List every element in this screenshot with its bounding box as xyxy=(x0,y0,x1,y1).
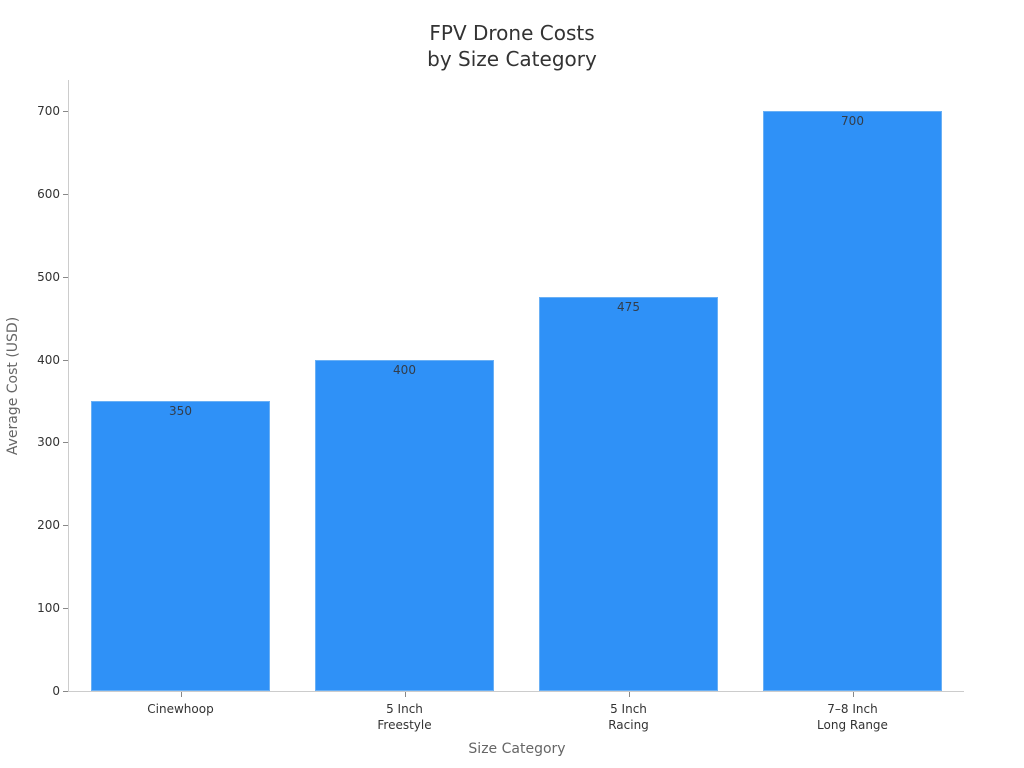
chart-title-line-2: by Size Category xyxy=(427,47,597,71)
x-tick-mark xyxy=(628,692,630,697)
y-tick-label: 0 xyxy=(52,684,60,698)
bar: 350 xyxy=(91,401,270,691)
bar-value-label: 700 xyxy=(841,114,864,128)
bar: 400 xyxy=(315,359,494,691)
y-tick-label: 300 xyxy=(37,435,60,450)
y-tick: 300 xyxy=(0,435,68,449)
x-tick-label-line: 5 Inch xyxy=(610,702,647,716)
x-tick-mark xyxy=(852,692,854,697)
bar: 475 xyxy=(539,297,718,691)
x-axis-label: Size Category xyxy=(468,741,566,757)
y-tick-mark xyxy=(63,193,68,195)
x-tick-mark xyxy=(180,692,182,697)
y-tick: 700 xyxy=(0,104,68,118)
x-tick-label-line: Long Range xyxy=(817,718,888,732)
y-tick: 600 xyxy=(0,187,68,201)
y-tick: 400 xyxy=(0,353,68,367)
y-axis-line xyxy=(68,80,69,692)
y-tick-label: 500 xyxy=(37,269,60,284)
bar-value-label: 475 xyxy=(617,300,640,315)
x-tick-label-line: 7–8 Inch xyxy=(827,702,878,716)
x-tick-label: 7–8 Inch Long Range xyxy=(753,701,953,733)
y-tick-mark xyxy=(63,276,68,278)
y-tick-label: 600 xyxy=(37,186,60,201)
y-tick-label: 200 xyxy=(37,518,60,533)
bar-value-label: 350 xyxy=(169,404,192,418)
bar-value-label: 400 xyxy=(393,362,416,377)
x-tick-label-line: Racing xyxy=(608,718,649,732)
y-tick-mark xyxy=(63,525,68,527)
y-tick-mark xyxy=(63,608,68,610)
x-tick-label-line: Cinewhoop xyxy=(147,702,214,716)
x-axis-line xyxy=(68,691,964,692)
x-tick-label: 5 Inch Freestyle xyxy=(305,701,505,733)
x-tick-label-line: 5 Inch xyxy=(386,702,423,716)
y-tick: 200 xyxy=(0,518,68,532)
y-tick-label: 100 xyxy=(37,601,60,616)
y-tick-mark xyxy=(63,442,68,444)
y-tick: 0 xyxy=(0,684,68,698)
x-tick-label-line: Freestyle xyxy=(377,718,432,732)
y-tick: 100 xyxy=(0,601,68,615)
bar: 700 xyxy=(763,111,942,691)
y-tick-mark xyxy=(63,111,68,112)
x-tick-mark xyxy=(404,692,406,697)
x-tick-label: 5 Inch Racing xyxy=(529,701,729,733)
y-tick-mark xyxy=(63,359,68,361)
y-tick-mark xyxy=(63,691,68,692)
y-tick-label: 700 xyxy=(37,104,60,118)
x-tick-label: Cinewhoop xyxy=(81,701,281,717)
y-tick: 500 xyxy=(0,270,68,284)
y-axis-label: Average Cost (USD) xyxy=(5,316,21,456)
chart-title-line-1: FPV Drone Costs xyxy=(429,21,595,45)
y-tick-label: 400 xyxy=(37,352,60,367)
chart-title: FPV Drone Costs by Size Category xyxy=(0,20,1024,72)
